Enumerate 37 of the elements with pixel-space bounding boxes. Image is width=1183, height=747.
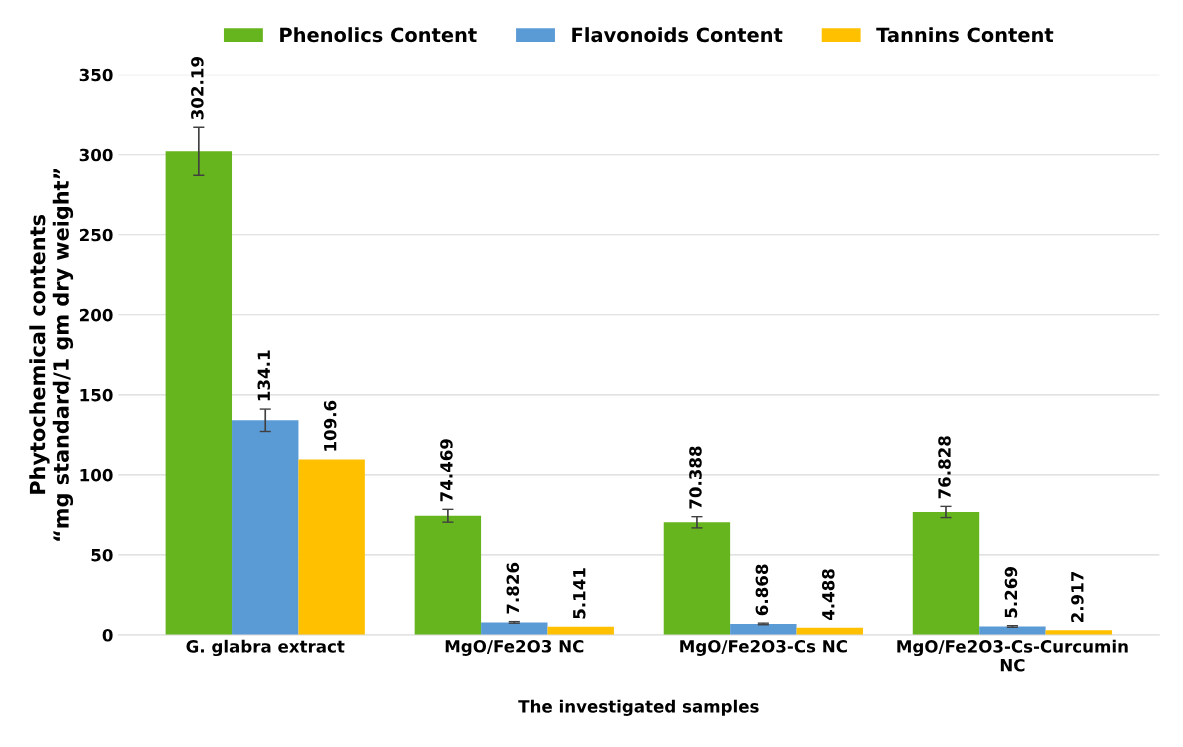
x-tick-label: MgO/Fe2O3-Cs-Curcumin NC [897,639,1128,672]
data-label: 70.388 [689,446,702,509]
data-label: 74.469 [440,439,453,502]
data-label: 76.828 [938,436,951,499]
y-tick-label: 150 [80,388,113,402]
data-label: 109.6 [323,400,337,451]
y-tick-label: 50 [91,548,113,562]
legend-label: Phenolics Content [280,27,477,43]
bar [481,622,548,635]
bar [165,151,233,635]
bar [912,511,980,635]
y-tick-label: 350 [79,68,113,82]
x-tick-label: G. glabra extract [186,639,345,657]
bar [232,420,299,635]
x-tick-label: MgO/Fe2O3-Cs NC [680,639,847,656]
bar [298,459,365,635]
data-label: 5.141 [573,568,586,619]
data-label: 134.1 [257,350,271,401]
x-axis-title: The investigated samples [518,699,759,716]
data-label: 5.269 [1004,567,1018,618]
data-label: 302.19 [191,57,204,120]
y-tick-label: 250 [79,228,113,242]
legend-label: Flavonoids Content [572,27,783,43]
y-tick-label: 200 [79,308,113,322]
y-tick-label: 100 [80,468,113,482]
data-label: 7.826 [506,562,520,614]
data-label: 6.868 [755,564,769,616]
data-label: 4.488 [821,569,835,621]
legend-label: Tannins Content [876,27,1054,43]
y-axis-title: Phytochemical contents “mg standard/1 gm dry weight” [29,168,74,541]
bar [730,623,797,635]
y-tick-label: 300 [79,148,113,162]
data-label: 2.917 [1071,571,1084,623]
bar [414,515,482,635]
bar [663,522,731,635]
x-tick-label: MgO/Fe2O3 NC [445,639,584,656]
y-tick-label: 0 [102,628,113,642]
